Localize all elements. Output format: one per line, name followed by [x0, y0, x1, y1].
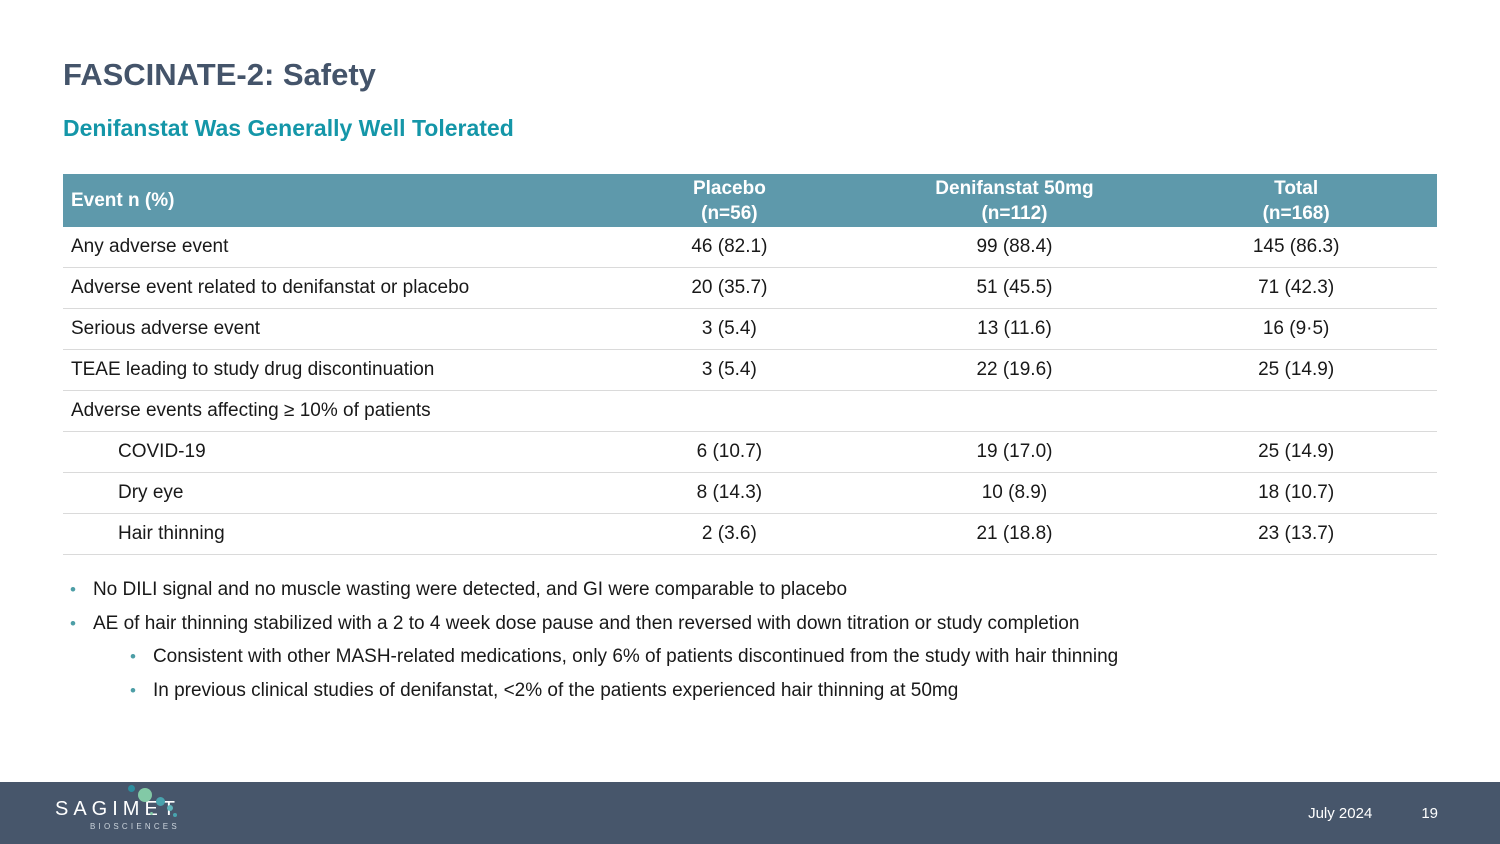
cell-total: 18 (10.7) — [1258, 482, 1335, 503]
table-row: Dry eye 8 (14.3) 10 (8.9) 18 (10.7) — [63, 473, 1437, 514]
cell-placebo: 3 (5.4) — [701, 359, 757, 380]
cell-denifanstat: 19 (17.0) — [976, 441, 1053, 462]
cell-total: 25 (14.9) — [1258, 359, 1335, 380]
column-header-denifanstat: Denifanstat 50mg (n=112) — [874, 176, 1156, 226]
cell-denifanstat: 21 (18.8) — [976, 523, 1053, 544]
list-item: • Consistent with other MASH-related med… — [130, 646, 1440, 667]
slide-subtitle: Denifanstat Was Generally Well Tolerated — [63, 115, 514, 141]
cell-placebo: 8 (14.3) — [696, 482, 763, 503]
bullet-icon: • — [70, 613, 76, 633]
cell-denifanstat: 99 (88.4) — [976, 236, 1053, 257]
bullet-icon: • — [130, 647, 136, 666]
row-label: COVID-19 — [118, 441, 206, 462]
column-header-placebo-line1: Placebo — [692, 177, 766, 199]
bullet-text: Consistent with other MASH-related medic… — [152, 646, 1119, 667]
cell-placebo: 6 (10.7) — [696, 441, 763, 462]
cell-placebo: 3 (5.4) — [701, 318, 757, 339]
cell-denifanstat: 10 (8.9) — [981, 482, 1048, 503]
footer-right: July 2024 19 — [1308, 782, 1438, 844]
row-label: Any adverse event — [71, 236, 229, 257]
logo-subtext: BIOSCIENCES — [90, 822, 180, 831]
cell-denifanstat: 22 (19.6) — [976, 359, 1053, 380]
cell-total: 16 (9·5) — [1262, 318, 1330, 339]
table-header-row: Event n (%) Placebo (n=56) Denifanstat 5… — [63, 174, 1437, 227]
logo-wordmark: SAGIMET — [55, 798, 181, 820]
bullet-text: In previous clinical studies of denifans… — [152, 679, 959, 701]
table-row: Hair thinning 2 (3.6) 21 (18.8) 23 (13.7… — [63, 514, 1437, 555]
cell-placebo: 2 (3.6) — [701, 523, 757, 544]
row-label: Serious adverse event — [71, 318, 261, 339]
bullet-text: No DILI signal and no muscle wasting wer… — [92, 579, 848, 600]
row-label: TEAE leading to study drug discontinuati… — [71, 359, 435, 380]
slide-title: FASCINATE-2: Safety — [63, 57, 376, 92]
list-item: • AE of hair thinning stabilized with a … — [70, 613, 1440, 634]
cell-placebo: 20 (35.7) — [691, 277, 768, 298]
cell-total: 145 (86.3) — [1252, 236, 1340, 257]
table-row: Any adverse event 46 (82.1) 99 (88.4) 14… — [63, 227, 1437, 268]
row-label: Hair thinning — [118, 523, 225, 544]
column-header-placebo: Placebo (n=56) — [585, 176, 874, 226]
notes-list: • No DILI signal and no muscle wasting w… — [70, 579, 1440, 713]
column-header-placebo-line2: (n=56) — [701, 202, 758, 224]
column-header-denifanstat-line2: (n=112) — [981, 202, 1048, 224]
table-row: TEAE leading to study drug discontinuati… — [63, 350, 1437, 391]
cell-denifanstat: 13 (11.6) — [977, 318, 1052, 339]
column-header-total-line1: Total — [1274, 177, 1319, 199]
table-row: Adverse event related to denifanstat or … — [63, 268, 1437, 309]
table-row: Serious adverse event 3 (5.4) 13 (11.6) … — [63, 309, 1437, 350]
sagimet-logo: SAGIMET BIOSCIENCES — [55, 799, 180, 831]
column-header-event: Event n (%) — [71, 189, 175, 211]
cell-total: 25 (14.9) — [1258, 441, 1335, 462]
footer-date: July 2024 — [1308, 804, 1373, 822]
column-header-denifanstat-line1: Denifanstat 50mg — [935, 177, 1094, 199]
bullet-icon: • — [130, 680, 136, 700]
cell-denifanstat: 51 (45.5) — [976, 277, 1053, 298]
list-item: • No DILI signal and no muscle wasting w… — [70, 579, 1440, 600]
bullet-text: AE of hair thinning stabilized with a 2 … — [92, 612, 1080, 634]
row-label: Adverse event related to denifanstat or … — [71, 277, 470, 298]
row-label: Adverse events affecting ≥ 10% of patien… — [71, 400, 431, 421]
page-number: 19 — [1421, 804, 1438, 822]
row-label: Dry eye — [118, 482, 184, 503]
adverse-events-table: Event n (%) Placebo (n=56) Denifanstat 5… — [63, 174, 1437, 555]
list-item: • In previous clinical studies of denifa… — [130, 680, 1440, 701]
cell-total: 23 (13.7) — [1258, 523, 1335, 544]
bullet-icon: • — [70, 580, 76, 599]
column-header-total: Total (n=168) — [1155, 176, 1437, 226]
table-row: COVID-19 6 (10.7) 19 (17.0) 25 (14.9) — [63, 432, 1437, 473]
cell-placebo: 46 (82.1) — [691, 236, 768, 257]
cell-total: 71 (42.3) — [1258, 277, 1335, 298]
footer-bar: SAGIMET BIOSCIENCES July 2024 19 — [0, 782, 1500, 844]
column-header-total-line2: (n=168) — [1262, 202, 1330, 224]
table-section-row: Adverse events affecting ≥ 10% of patien… — [63, 391, 1437, 432]
